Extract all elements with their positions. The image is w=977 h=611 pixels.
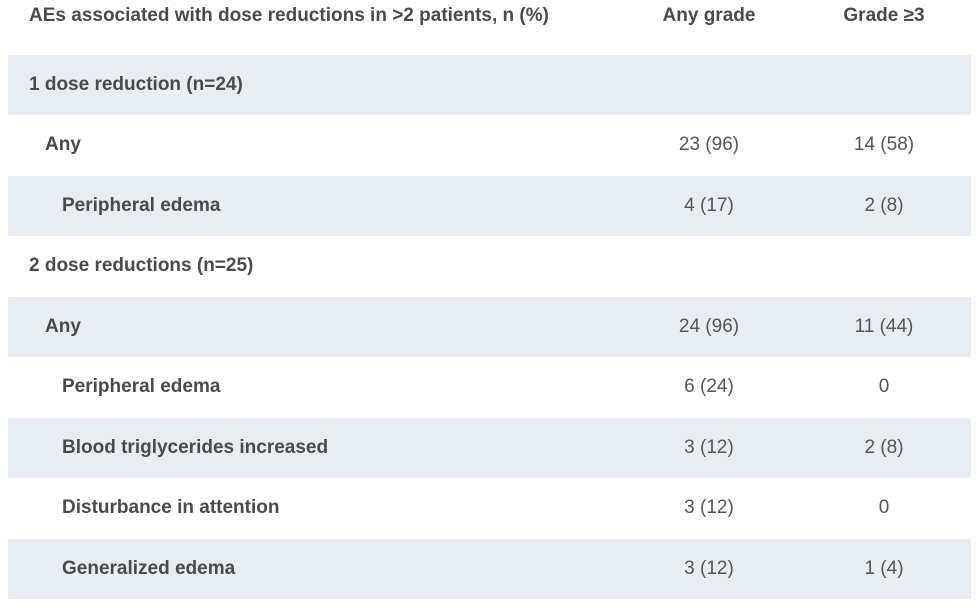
row-any-grade: 3 (12) (684, 558, 734, 579)
row-label: 1 dose reduction (n=24) (29, 74, 243, 95)
table-row: Peripheral edema 4 (17) 2 (8) (8, 176, 971, 236)
section-row-2-dose: 2 dose reductions (n=25) (8, 236, 971, 296)
row-grade3: 0 (878, 497, 890, 518)
row-grade3: 2 (8) (864, 437, 904, 458)
row-label: Disturbance in attention (62, 497, 280, 518)
row-grade3 (804, 236, 964, 296)
row-label: 2 dose reductions (n=25) (29, 255, 254, 276)
row-grade3 (804, 55, 964, 115)
table-row: Any 24 (96) 11 (44) (8, 297, 971, 357)
row-grade3: 0 (878, 376, 890, 397)
row-grade3: 14 (58) (853, 134, 915, 155)
row-grade3: 1 (4) (864, 558, 904, 579)
row-any-grade (629, 236, 789, 296)
row-any-grade: 24 (96) (678, 316, 740, 337)
row-label: Peripheral edema (62, 195, 221, 216)
row-any-grade: 4 (17) (684, 195, 734, 216)
table-row: Peripheral edema 6 (24) 0 (8, 357, 971, 417)
row-grade3: 2 (8) (864, 195, 904, 216)
table-row: Disturbance in attention 3 (12) 0 (8, 478, 971, 538)
row-any-grade: 23 (96) (678, 134, 740, 155)
row-any-grade: 3 (12) (684, 437, 734, 458)
row-label: Blood triglycerides increased (62, 437, 329, 458)
header-any-grade: Any grade (662, 5, 756, 26)
table-header-row: AEs associated with dose reductions in >… (8, 0, 971, 60)
header-label: AEs associated with dose reductions in >… (29, 5, 549, 26)
row-any-grade: 6 (24) (684, 376, 734, 397)
table-row: Any 23 (96) 14 (58) (8, 115, 971, 175)
row-label: Generalized edema (62, 558, 236, 579)
row-label: Any (45, 134, 81, 155)
table-row: Generalized edema 3 (12) 1 (4) (8, 539, 971, 599)
table-row: Blood triglycerides increased 3 (12) 2 (… (8, 418, 971, 478)
row-any-grade (629, 55, 789, 115)
section-row-1-dose: 1 dose reduction (n=24) (8, 55, 971, 115)
row-any-grade: 3 (12) (684, 497, 734, 518)
row-label: Peripheral edema (62, 376, 221, 397)
header-grade3: Grade ≥3 (843, 5, 925, 26)
row-label: Any (45, 316, 81, 337)
row-grade3: 11 (44) (854, 316, 914, 337)
